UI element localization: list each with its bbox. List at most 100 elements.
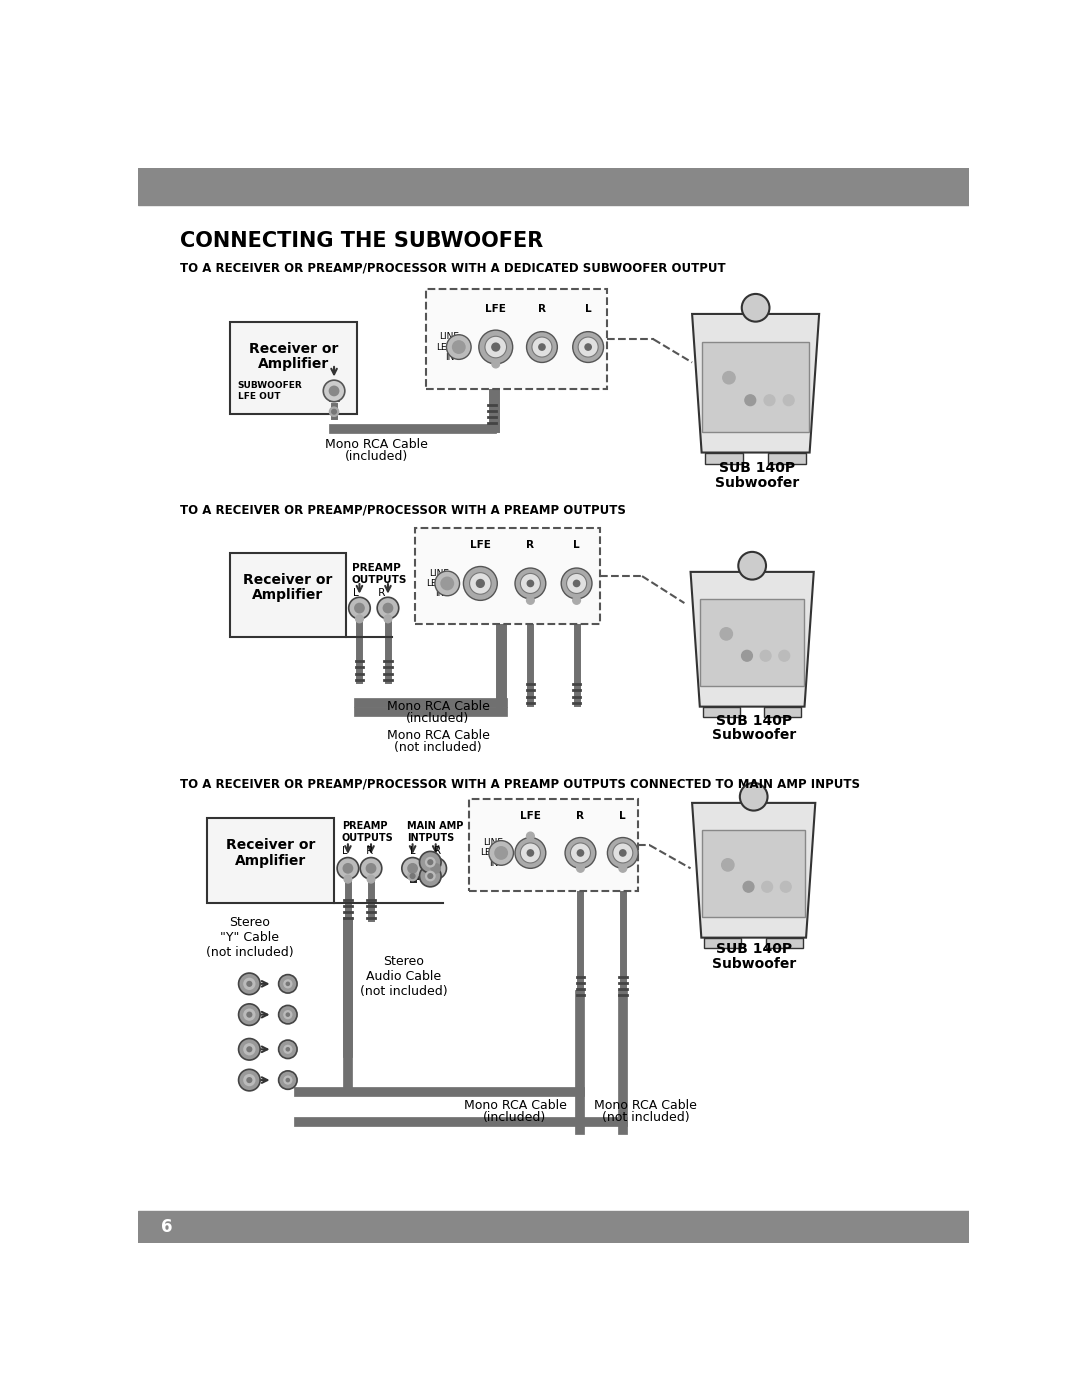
Text: LFE: LFE [470,539,490,550]
Circle shape [572,580,580,587]
Circle shape [720,627,732,640]
Circle shape [470,573,491,594]
Circle shape [246,1046,253,1052]
Text: Mono RCA Cable: Mono RCA Cable [594,1099,698,1112]
Circle shape [532,337,552,358]
Text: R: R [577,812,584,821]
Circle shape [577,849,584,856]
Circle shape [430,863,441,873]
Circle shape [332,409,336,414]
Circle shape [487,339,497,349]
Circle shape [428,859,433,865]
Circle shape [243,1009,256,1021]
Text: R: R [526,539,535,550]
Circle shape [619,865,626,872]
Circle shape [527,833,535,840]
Bar [704,937,741,949]
Circle shape [239,1038,260,1060]
Circle shape [285,982,291,986]
Text: (not included): (not included) [394,740,482,754]
Circle shape [781,882,792,893]
Circle shape [329,407,339,416]
Circle shape [243,1074,256,1087]
Circle shape [283,1010,293,1020]
Circle shape [435,571,460,595]
Circle shape [572,331,604,362]
Text: 6: 6 [161,1218,173,1236]
Text: Stereo
Audio Cable
(not included): Stereo Audio Cable (not included) [360,954,447,997]
Text: Stereo
"Y" Cable
(not included): Stereo "Y" Cable (not included) [205,916,293,960]
Circle shape [451,339,465,353]
Circle shape [285,1077,291,1083]
Circle shape [384,615,392,623]
Circle shape [607,838,638,869]
Circle shape [779,651,789,661]
Circle shape [323,380,345,402]
Circle shape [407,870,418,882]
Bar [766,937,804,949]
Text: TO A RECEIVER OR PREAMP/PROCESSOR WITH A DEDICATED SUBWOOFER OUTPUT: TO A RECEIVER OR PREAMP/PROCESSOR WITH A… [180,261,726,274]
Polygon shape [692,314,819,453]
Text: L: L [585,303,592,313]
Circle shape [349,598,370,619]
Text: L: L [573,539,580,550]
Bar [427,289,607,390]
Circle shape [407,863,418,873]
Circle shape [527,580,535,587]
Circle shape [361,858,382,879]
Bar [207,819,334,902]
Circle shape [742,293,769,321]
Circle shape [740,782,768,810]
Bar [765,707,801,718]
Circle shape [783,395,794,405]
Circle shape [243,978,256,990]
Text: (included): (included) [484,1112,546,1125]
Circle shape [761,882,772,893]
Circle shape [279,1071,297,1090]
Circle shape [354,602,365,613]
Circle shape [424,870,435,882]
Text: MAIN AMP
INTPUTS: MAIN AMP INTPUTS [407,821,463,842]
Text: Receiver or: Receiver or [248,342,338,356]
Circle shape [619,849,626,856]
Text: Receiver or: Receiver or [226,838,315,852]
Circle shape [577,865,584,872]
Text: PREAMP
OUTPUTS: PREAMP OUTPUTS [341,821,393,842]
Circle shape [475,578,485,588]
Circle shape [328,386,339,397]
Circle shape [239,974,260,995]
Text: LINE
LEVEL
IN: LINE LEVEL IN [426,569,454,598]
Circle shape [478,330,513,365]
Circle shape [285,1013,291,1017]
Text: L      R: L R [353,588,386,598]
Circle shape [743,882,754,893]
Text: (included): (included) [406,711,470,725]
Circle shape [515,569,545,599]
Circle shape [567,573,586,594]
Bar [705,453,743,464]
Circle shape [382,602,393,613]
Circle shape [243,1044,256,1056]
Circle shape [570,842,591,863]
Circle shape [572,597,580,605]
Bar [768,453,807,464]
Circle shape [285,1046,291,1052]
Bar [230,553,346,637]
Text: Mono RCA Cable: Mono RCA Cable [387,729,489,742]
Circle shape [279,1006,297,1024]
Circle shape [283,1045,293,1053]
Bar [701,599,804,686]
Polygon shape [690,571,813,707]
Circle shape [283,1076,293,1084]
Bar [138,1211,970,1243]
Bar [415,528,599,624]
Circle shape [246,981,253,986]
Text: Mono RCA Cable: Mono RCA Cable [325,439,428,451]
Bar [469,799,638,891]
Text: LFE: LFE [485,303,507,313]
Text: LINE
LEVEL
IN: LINE LEVEL IN [436,332,463,362]
Circle shape [562,569,592,599]
Text: (included): (included) [345,450,408,462]
Circle shape [246,1011,253,1018]
Text: Mono RCA Cable: Mono RCA Cable [463,1099,566,1112]
